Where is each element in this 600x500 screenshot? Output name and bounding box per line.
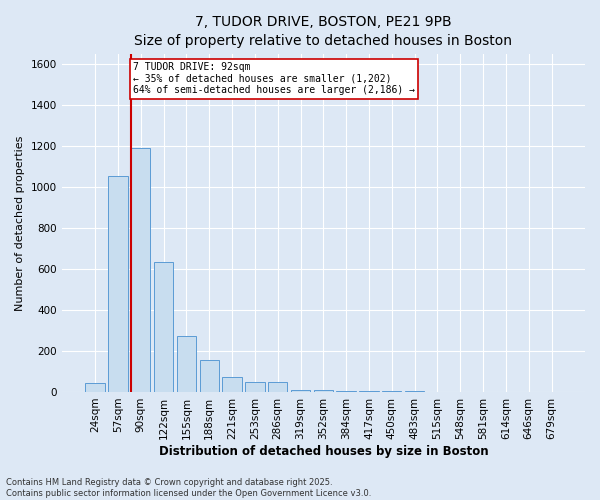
- Bar: [154, 262, 173, 392]
- Y-axis label: Number of detached properties: Number of detached properties: [15, 135, 25, 310]
- Text: 7 TUDOR DRIVE: 92sqm
← 35% of detached houses are smaller (1,202)
64% of semi-de: 7 TUDOR DRIVE: 92sqm ← 35% of detached h…: [133, 62, 415, 95]
- X-axis label: Distribution of detached houses by size in Boston: Distribution of detached houses by size …: [158, 444, 488, 458]
- Bar: [177, 336, 196, 392]
- Bar: [108, 176, 128, 392]
- Title: 7, TUDOR DRIVE, BOSTON, PE21 9PB
Size of property relative to detached houses in: 7, TUDOR DRIVE, BOSTON, PE21 9PB Size of…: [134, 15, 512, 48]
- Bar: [131, 148, 151, 392]
- Bar: [268, 382, 287, 392]
- Bar: [200, 360, 219, 392]
- Bar: [314, 390, 333, 392]
- Text: Contains HM Land Registry data © Crown copyright and database right 2025.
Contai: Contains HM Land Registry data © Crown c…: [6, 478, 371, 498]
- Bar: [337, 391, 356, 392]
- Bar: [85, 382, 105, 392]
- Bar: [359, 391, 379, 392]
- Bar: [245, 382, 265, 392]
- Bar: [223, 376, 242, 392]
- Bar: [291, 390, 310, 392]
